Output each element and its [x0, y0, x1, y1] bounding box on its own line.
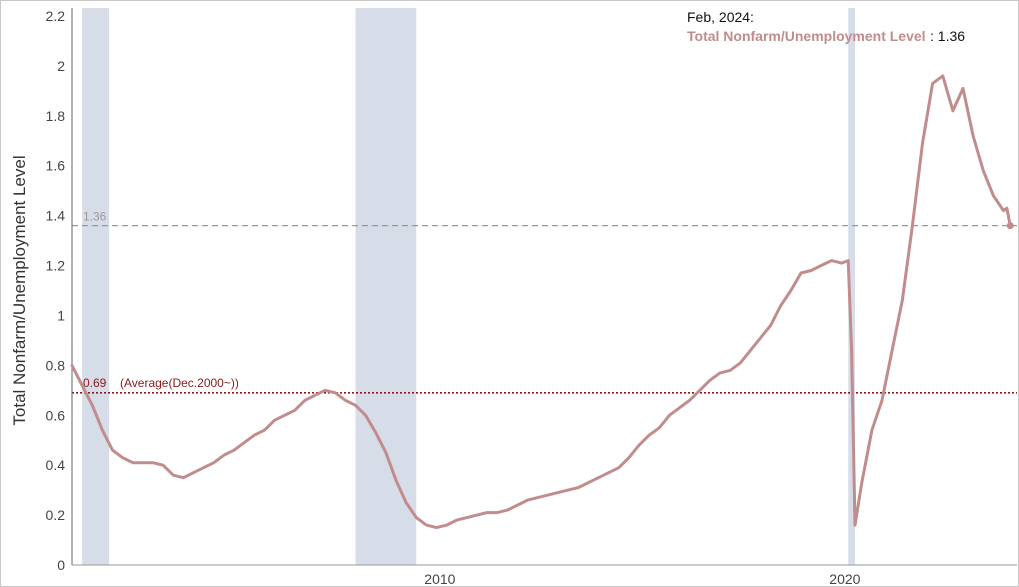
- recession-band-3: [848, 8, 855, 565]
- x-ticks: 2010 2020: [424, 571, 860, 586]
- hover-line: Total Nonfarm/Unemployment Level : 1.36: [687, 28, 965, 45]
- average-note-label: (Average(Dec.2000~)): [120, 376, 239, 390]
- average-value-label: 0.69: [83, 376, 107, 390]
- y-tick-label: 1.4: [46, 208, 66, 224]
- y-tick-label: 1: [57, 307, 65, 323]
- x-tick-label: 2020: [829, 571, 860, 586]
- y-tick-label: 0.8: [46, 357, 66, 373]
- reference-lines: 1.36 0.69 (Average(Dec.2000~)): [72, 210, 1017, 394]
- hover-date: Feb, 2024:: [687, 9, 754, 25]
- hover-tooltip: Feb, 2024: Total Nonfarm/Unemployment Le…: [687, 9, 965, 45]
- y-tick-label: 0.6: [46, 407, 66, 423]
- y-tick-label: 0.2: [46, 507, 66, 523]
- recession-band-1: [82, 8, 110, 565]
- x-tick-label: 2010: [424, 571, 455, 586]
- latest-value-label: 1.36: [83, 210, 107, 224]
- series-layer: [70, 74, 1014, 530]
- y-tick-label: 0.4: [46, 457, 66, 473]
- y-ticks: 0 0.2 0.4 0.6 0.8 1 1.2 1.4 1.6 1.8 2 2.2: [46, 8, 66, 573]
- y-axis-title: Total Nonfarm/Unemployment Level: [10, 155, 29, 425]
- recession-band-2: [355, 8, 417, 565]
- hover-colon: :: [930, 28, 938, 44]
- axes: Total Nonfarm/Unemployment Level: [10, 8, 1017, 566]
- last-point-marker[interactable]: [1006, 222, 1014, 230]
- y-tick-label: 0: [57, 557, 65, 573]
- y-tick-label: 1.2: [46, 258, 66, 274]
- hover-series-name: Total Nonfarm/Unemployment Level: [687, 28, 926, 44]
- y-tick-label: 1.6: [46, 158, 66, 174]
- hover-value: 1.36: [938, 28, 965, 44]
- y-tick-label: 2: [57, 58, 65, 74]
- y-tick-label: 1.8: [46, 108, 66, 124]
- recession-bands: [82, 8, 855, 565]
- series-line[interactable]: [70, 74, 1012, 530]
- y-tick-label: 2.2: [46, 8, 66, 24]
